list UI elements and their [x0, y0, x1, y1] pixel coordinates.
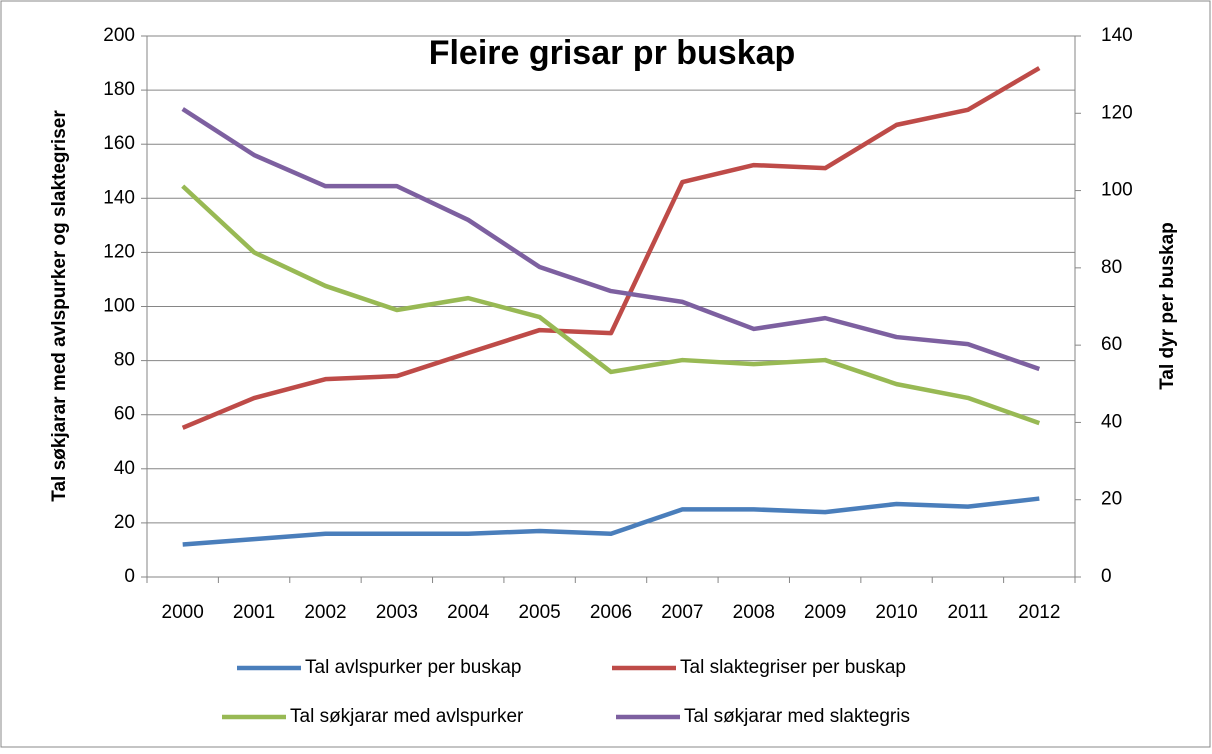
y-tick-label: 80 [114, 350, 135, 371]
y-tick-label: 0 [124, 566, 135, 587]
legend-label: Tal slaktegriser per buskap [680, 657, 906, 678]
chart-title: Fleire grisar pr buskap [429, 34, 796, 72]
x-tick-label: 2002 [304, 602, 346, 623]
y-tick-label: 140 [103, 187, 135, 208]
y-tick-label: 20 [114, 512, 135, 533]
y-axis-label: Tal søkjarar med avlspurker og slaktegri… [49, 110, 70, 502]
y-tick-label: 60 [114, 404, 135, 425]
x-tick-label: 2009 [804, 602, 846, 623]
legend-label: Tal søkjarar med avlspurker [290, 706, 524, 727]
y-tick-label: 120 [103, 241, 135, 262]
x-tick-label: 2003 [376, 602, 418, 623]
x-tick-label: 2000 [162, 602, 204, 623]
x-tick-label: 2005 [518, 602, 560, 623]
x-tick-label: 2004 [447, 602, 490, 623]
series-line [181, 184, 1041, 426]
x-tick-label: 2008 [733, 602, 775, 623]
x-tick-label: 2007 [661, 602, 703, 623]
y2-tick-label: 60 [1101, 334, 1122, 355]
series-line [182, 496, 1040, 547]
y2-tick-label: 140 [1101, 25, 1133, 46]
y2-tick-label: 120 [1101, 102, 1133, 123]
x-tick-label: 2012 [1018, 602, 1060, 623]
y-tick-label: 180 [103, 79, 135, 100]
x-tick-label: 2011 [947, 602, 988, 623]
x-tick-label: 2001 [233, 602, 275, 623]
y-tick-label: 160 [103, 133, 135, 154]
series-line [181, 66, 1041, 430]
y2-tick-label: 80 [1101, 257, 1122, 278]
x-tick-label: 2006 [590, 602, 632, 623]
y2-tick-label: 100 [1101, 180, 1133, 201]
legend-label: Tal avlspurker per buskap [305, 657, 522, 678]
series-line [181, 107, 1041, 372]
y2-axis-label: Tal dyr per buskap [1157, 222, 1178, 390]
y-tick-label: 100 [103, 296, 135, 317]
legend-label: Tal søkjarar med slaktegris [684, 706, 910, 727]
y2-tick-label: 20 [1101, 489, 1122, 510]
y2-tick-label: 40 [1101, 411, 1122, 432]
x-tick-label: 2010 [875, 602, 917, 623]
y-tick-label: 40 [114, 458, 135, 479]
y-tick-label: 200 [103, 25, 135, 46]
y2-tick-label: 0 [1101, 566, 1112, 587]
